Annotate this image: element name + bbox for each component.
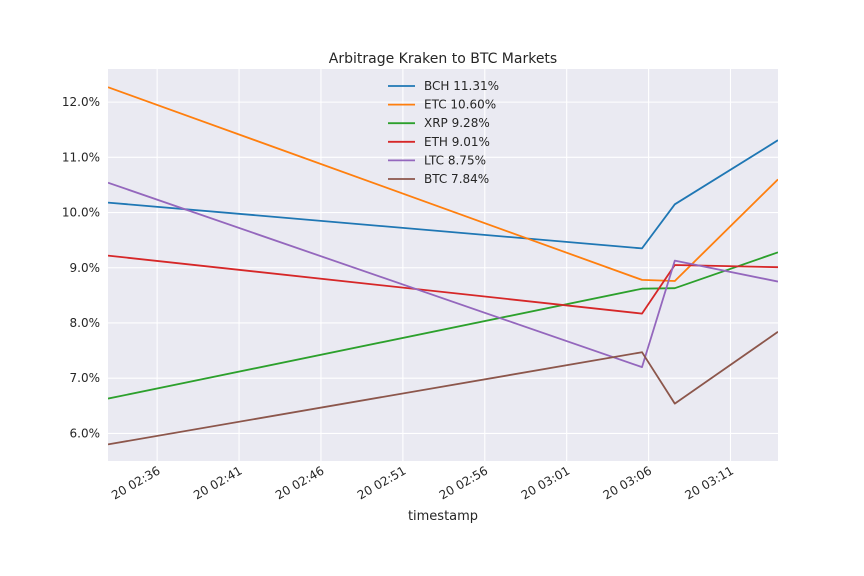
series-line [108, 331, 778, 446]
legend-label: BTC 7.84% [424, 172, 489, 186]
series-line [108, 181, 778, 369]
x-tick-label: 20 02:41 [191, 463, 244, 502]
y-tick-label: 11.0% [62, 150, 100, 164]
series-line [108, 139, 778, 250]
x-tick-label: 20 02:36 [109, 463, 162, 502]
y-tick-label: 6.0% [70, 426, 101, 440]
y-tick-label: 7.0% [70, 371, 101, 385]
legend-label: BCH 11.31% [424, 79, 499, 93]
x-tick-label: 20 02:51 [355, 463, 408, 502]
x-tick-label: 20 03:06 [601, 463, 654, 502]
legend: BCH 11.31% ETC 10.60% XRP 9.28% ETH 9.01% LT… [388, 79, 499, 186]
plot-background [108, 69, 778, 461]
legend-label: LTC 8.75% [424, 153, 486, 167]
chart-title: Arbitrage Kraken to BTC Markets [329, 51, 557, 67]
x-tick-labels: 20 02:36 20 02:41 20 02:46 20 02:51 20 02:56… [109, 463, 736, 502]
x-tick-label: 20 02:46 [273, 463, 326, 502]
y-tick-labels: 6.0% 7.0% 8.0% 9.0% 10.0% 11.0% 12.0% [62, 95, 100, 440]
y-tick-label: 8.0% [70, 316, 101, 330]
y-tick-label: 10.0% [62, 206, 100, 220]
y-tick-label: 12.0% [62, 95, 100, 109]
x-axis-title: timestamp [408, 509, 478, 524]
series-lines [108, 86, 778, 446]
y-tick-label: 9.0% [70, 261, 101, 275]
x-tick-label: 20 03:11 [683, 463, 736, 502]
x-tick-label: 20 02:56 [437, 463, 490, 502]
x-tick-label: 20 03:01 [519, 463, 572, 502]
series-line [108, 254, 778, 315]
series-line [108, 86, 778, 282]
legend-label: ETC 10.60% [424, 98, 496, 112]
legend-label: XRP 9.28% [424, 116, 490, 130]
legend-label: ETH 9.01% [424, 135, 490, 149]
